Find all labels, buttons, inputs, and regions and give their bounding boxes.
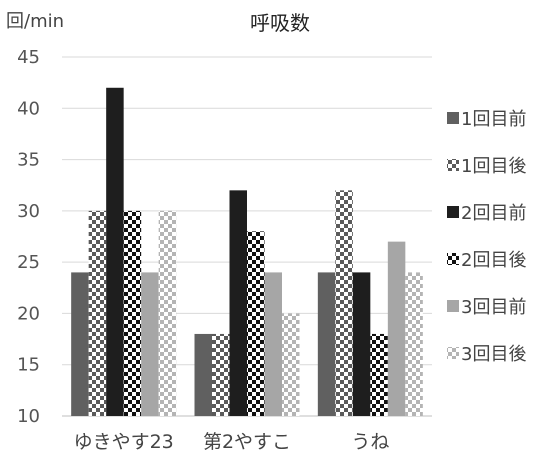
x-category-label: ゆきやす23 [74,431,174,453]
bar-2-3 [335,190,353,416]
bar-4-3 [370,333,388,416]
y-tick-label: 35 [17,150,40,171]
legend: 1回目前 1回目後 2回目前 2回目後 3回目前 3回目後 [447,109,526,365]
legend-swatch [447,300,459,312]
bar-3-3 [352,272,371,416]
legend-label: 1回目前 [461,109,526,130]
x-axis-categories: ゆきやす23 第2やすこ うね [74,431,390,453]
legend-swatch [447,159,459,171]
bar-6-2 [282,313,300,416]
bar-3-1 [106,87,124,417]
y-axis-unit-label: 回/min [6,11,64,32]
legend-swatch [447,253,459,265]
legend-label: 3回目後 [461,344,526,365]
bar-6-1 [158,210,177,416]
y-tick-label: 40 [17,98,40,119]
y-tick-label: 25 [17,252,40,273]
bar-1-3 [317,272,336,416]
y-tick-label: 45 [17,47,40,68]
bar-5-1 [141,272,159,416]
bar-2-1 [88,210,107,416]
y-tick-label: 10 [17,406,40,427]
bar-6-3 [405,272,423,416]
legend-label: 2回目後 [461,250,526,271]
y-axis-ticks: 10 15 20 25 30 35 40 45 [17,47,40,427]
bar-1-2 [194,333,212,416]
chart-title: 呼吸数 [250,11,310,35]
x-category-label: 第2やすこ [203,431,291,453]
bar-4-1 [123,210,142,416]
bar-3-2 [229,190,247,416]
legend-swatch [447,206,459,218]
legend-swatch [447,112,459,124]
legend-label: 1回目後 [461,156,526,177]
bars [71,87,423,417]
bar-4-2 [247,231,265,416]
y-tick-label: 30 [17,201,40,222]
bar-2-2 [212,333,230,416]
legend-label: 3回目前 [461,297,526,318]
legend-label: 2回目前 [461,203,526,224]
legend-swatch [447,347,459,359]
y-tick-label: 15 [17,355,40,376]
x-category-label: うね [351,431,389,453]
bar-1-1 [71,272,89,416]
bar-5-3 [387,241,406,416]
y-tick-label: 20 [17,303,40,324]
bar-5-2 [264,272,282,416]
